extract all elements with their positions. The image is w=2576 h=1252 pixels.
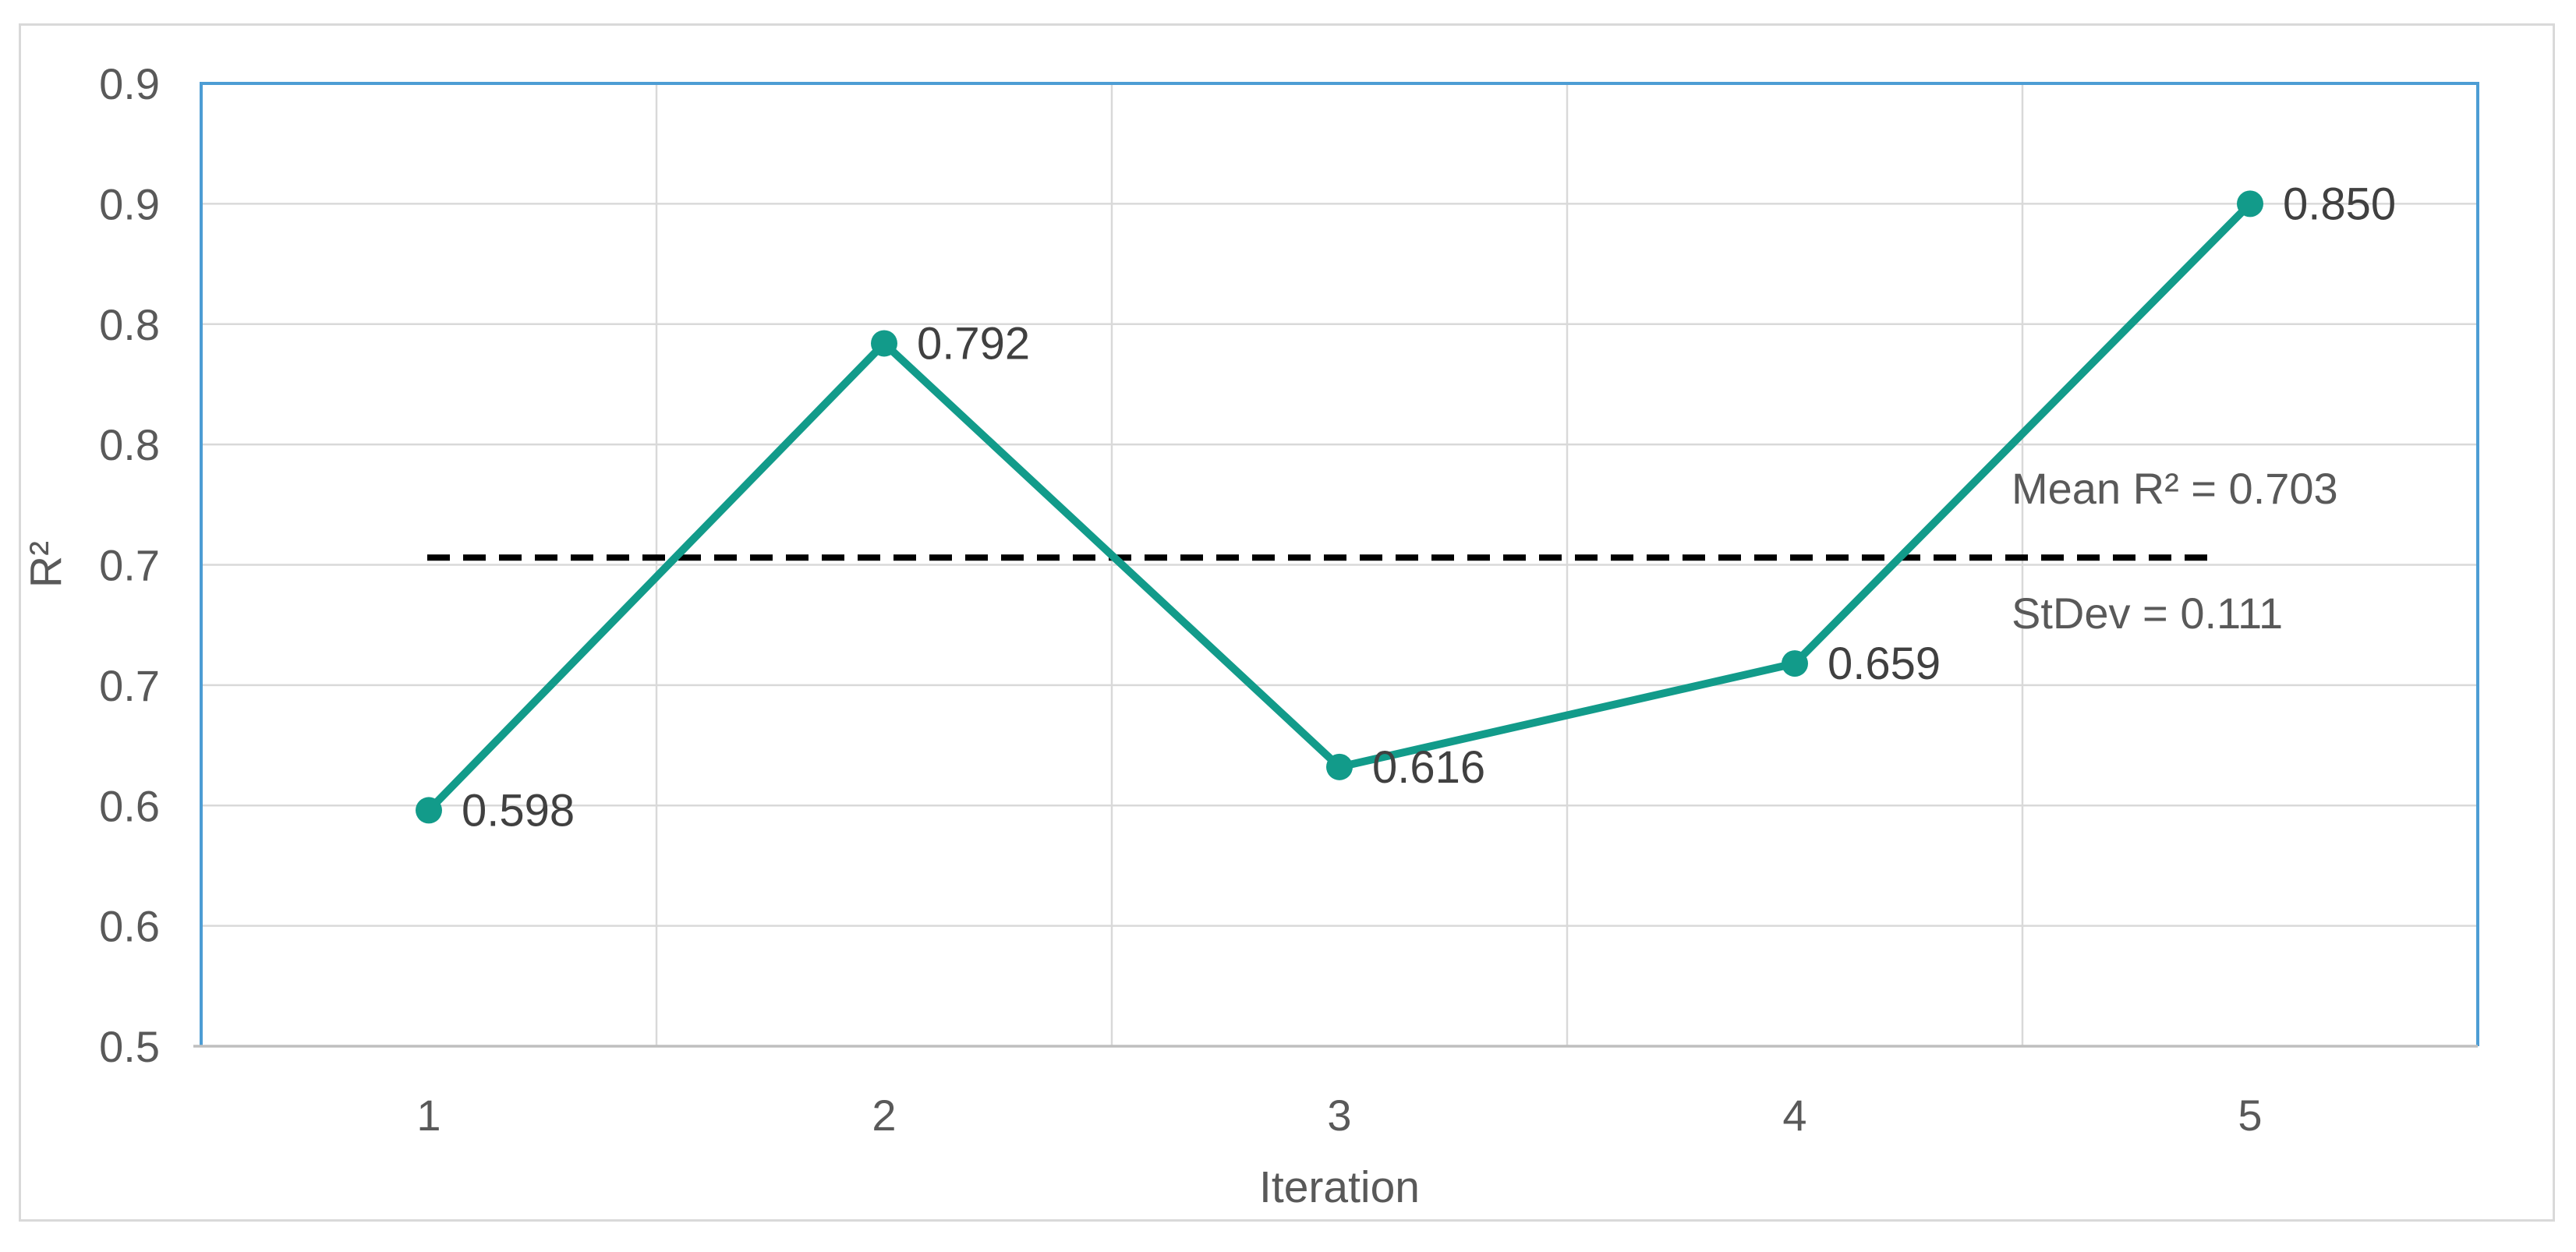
y-axis-tick-label: 0.8 [99, 300, 160, 349]
x-axis-tick-label: 2 [872, 1091, 896, 1140]
x-axis-tick-label: 5 [2238, 1091, 2262, 1140]
data-point-label: 0.850 [2283, 179, 2396, 229]
data-point-marker [2237, 190, 2263, 218]
data-point-marker [1782, 650, 1808, 677]
data-point-label: 0.792 [917, 318, 1030, 369]
data-point-label: 0.598 [462, 785, 575, 836]
x-axis-tick-label: 4 [1782, 1091, 1806, 1140]
chart-outer-border [19, 23, 2555, 1222]
plot-border [200, 82, 2479, 1046]
mean-annotation: Mean R² = 0.703 [2012, 464, 2338, 513]
data-point-marker [416, 797, 442, 824]
data-point-marker [1326, 753, 1353, 780]
data-point-marker [871, 330, 897, 357]
y-axis-tick-label: 0.6 [99, 781, 160, 830]
data-point-label: 0.616 [1372, 742, 1485, 793]
x-axis-title: Iteration [1259, 1162, 1420, 1212]
y-axis-tick-label: 0.7 [99, 541, 160, 590]
y-axis-tick-label: 0.7 [99, 661, 160, 710]
y-axis-tick-label: 0.5 [99, 1022, 160, 1071]
x-axis-tick-label: 1 [416, 1091, 441, 1140]
y-axis-tick-label: 0.9 [99, 179, 160, 228]
data-point-label: 0.659 [1828, 638, 1941, 689]
y-axis-tick-label: 0.6 [99, 902, 160, 951]
y-axis-tick-label: 0.8 [99, 420, 160, 469]
y-axis-tick-label: 0.9 [99, 59, 160, 108]
x-axis-tick-label: 3 [1327, 1091, 1351, 1140]
stdev-annotation: StDev = 0.111 [2012, 589, 2283, 638]
series-line [425, 200, 2254, 815]
y-axis-title: R² [21, 541, 71, 588]
